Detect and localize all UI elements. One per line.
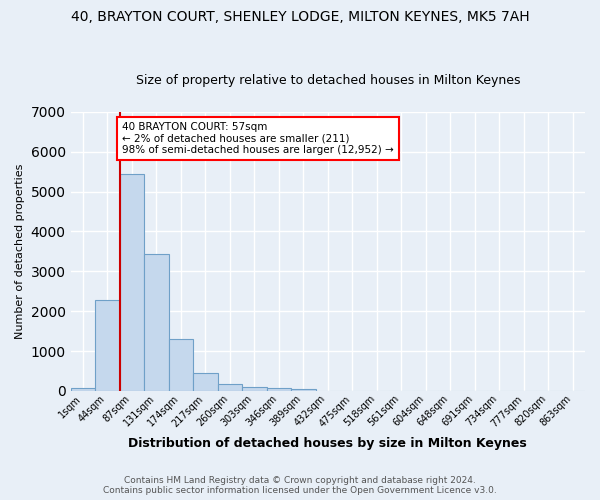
X-axis label: Distribution of detached houses by size in Milton Keynes: Distribution of detached houses by size … [128,437,527,450]
Text: 40, BRAYTON COURT, SHENLEY LODGE, MILTON KEYNES, MK5 7AH: 40, BRAYTON COURT, SHENLEY LODGE, MILTON… [71,10,529,24]
Bar [95,300,119,391]
Bar [218,384,242,391]
Bar [266,388,291,391]
Text: 40 BRAYTON COURT: 57sqm
← 2% of detached houses are smaller (211)
98% of semi-de: 40 BRAYTON COURT: 57sqm ← 2% of detached… [122,122,394,155]
Bar [71,388,95,391]
Bar [119,174,144,391]
Bar [242,387,266,391]
Bar [291,390,316,391]
Text: Contains HM Land Registry data © Crown copyright and database right 2024.
Contai: Contains HM Land Registry data © Crown c… [103,476,497,495]
Y-axis label: Number of detached properties: Number of detached properties [15,164,25,339]
Title: Size of property relative to detached houses in Milton Keynes: Size of property relative to detached ho… [136,74,520,87]
Bar [169,338,193,391]
Bar [144,254,169,391]
Bar [193,372,218,391]
